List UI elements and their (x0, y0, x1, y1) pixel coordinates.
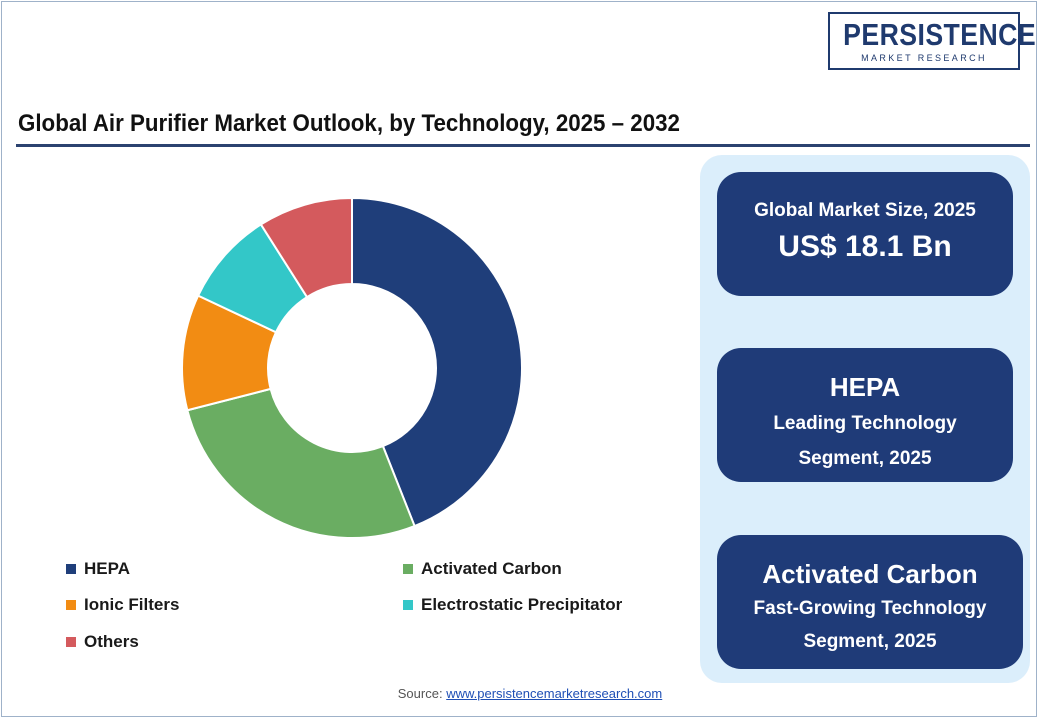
title-divider (16, 144, 1030, 147)
legend-label: Electrostatic Precipitator (421, 595, 623, 614)
donut-slice-hepa (351, 196, 523, 528)
donut-slice-activated-carbon (186, 387, 416, 539)
legend-item-ionic-filters: Ionic Filters (66, 595, 179, 615)
source-note: Source: www.persistencemarketresearch.co… (0, 686, 1040, 701)
growing-segment-line1: Fast-Growing Technology (753, 598, 987, 619)
growing-segment-line2: Segment, 2025 (803, 631, 937, 652)
legend-swatch (403, 600, 413, 610)
logo-brand: PERSISTENCE (843, 17, 1037, 52)
legend-item-others: Others (66, 632, 139, 652)
growing-segment-name: Activated Carbon (762, 559, 978, 589)
persistence-logo: PERSISTENCE MARKET RESEARCH (828, 12, 1037, 70)
growing-segment-card: Activated Carbon Fast-Growing Technology… (717, 535, 1023, 669)
donut-slice-others (259, 196, 353, 299)
chart-title: Global Air Purifier Market Outlook, by T… (18, 110, 680, 137)
legend-item-activated-carbon: Activated Carbon (403, 559, 562, 579)
market-size-card: Global Market Size, 2025 US$ 18.1 Bn (717, 172, 1013, 296)
legend-item-hepa: HEPA (66, 559, 130, 579)
market-size-label: Global Market Size, 2025 (754, 200, 976, 221)
market-size-value: US$ 18.1 Bn (778, 230, 952, 263)
legend-swatch (403, 564, 413, 574)
legend-swatch (66, 564, 76, 574)
leading-segment-card: HEPA Leading Technology Segment, 2025 (717, 348, 1013, 482)
legend-label: Ionic Filters (84, 595, 180, 614)
leading-segment-name: HEPA (829, 372, 901, 402)
source-label: Source: (397, 686, 443, 701)
legend-label: HEPA (84, 559, 130, 578)
legend-swatch (66, 600, 76, 610)
legend-item-electrostatic-precipitator: Electrostatic Precipitator (403, 595, 622, 615)
logo-subtitle: MARKET RESEARCH (861, 53, 987, 63)
legend-label: Others (84, 632, 139, 651)
leading-segment-line1: Leading Technology (773, 413, 957, 434)
source-link[interactable]: www.persistencemarketresearch.com (446, 686, 663, 701)
legend-swatch (66, 637, 76, 647)
legend-label: Activated Carbon (421, 559, 562, 578)
leading-segment-line2: Segment, 2025 (798, 448, 932, 469)
donut-chart (181, 196, 523, 539)
